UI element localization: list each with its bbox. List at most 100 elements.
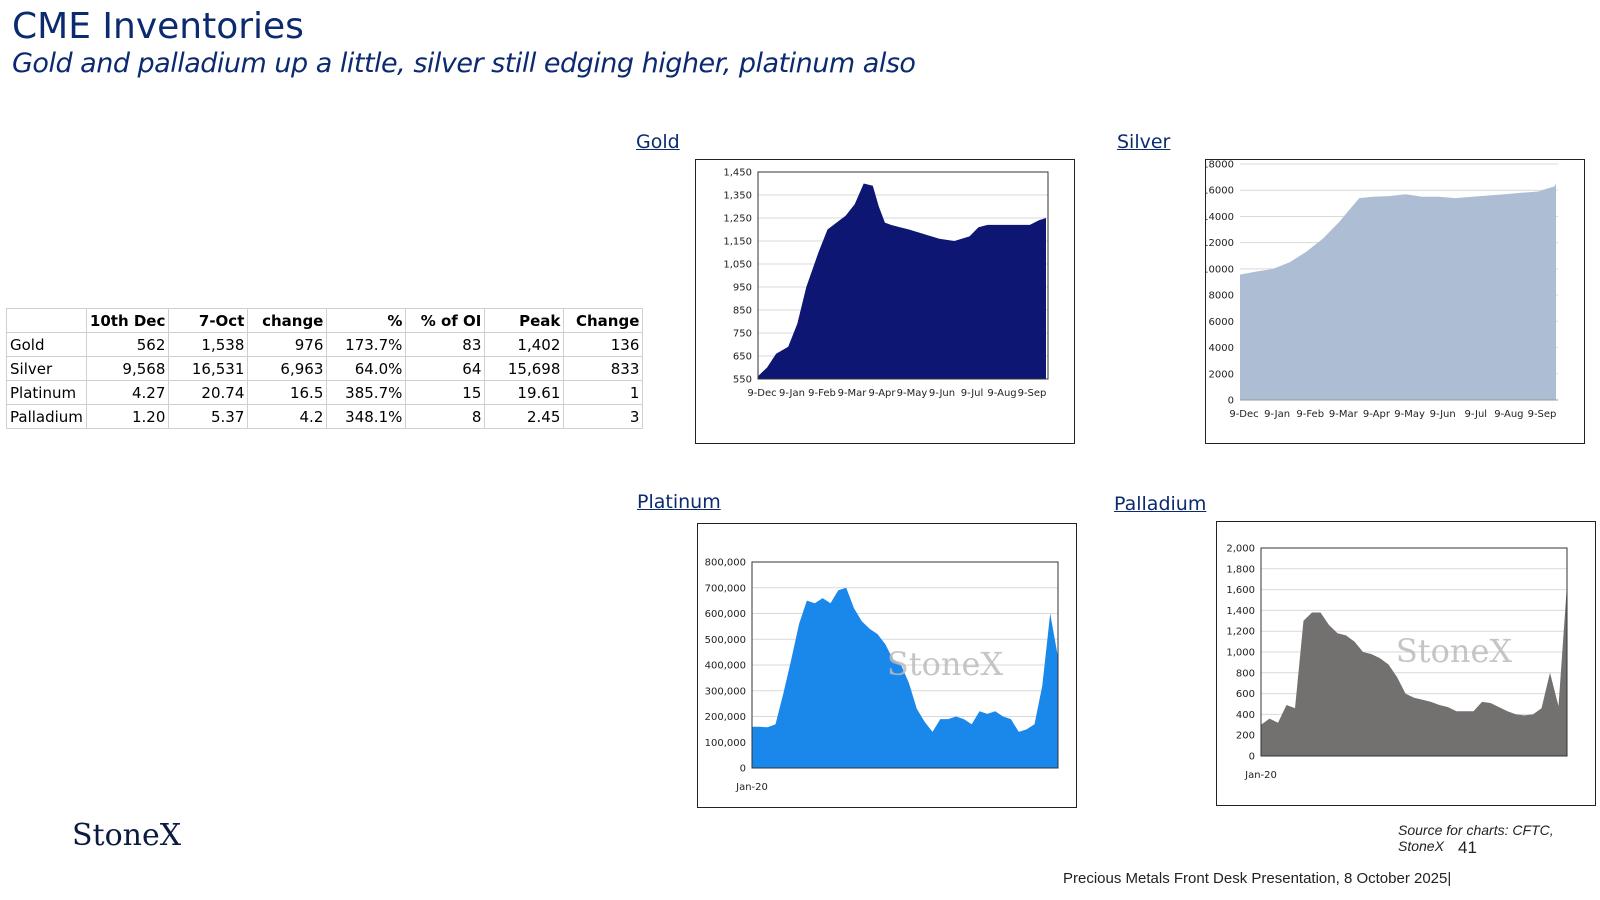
- table-cell: Platinum: [6, 380, 87, 405]
- table-cell: 64.0%: [326, 356, 407, 381]
- platinum-y-tick-label: 700,000: [705, 583, 746, 594]
- palladium-chart-svg: 0 200 400 600 800 1,000 1,200 1,400 1,600 1,800 2,…: [1226, 544, 1568, 781]
- table-cell: 136: [563, 332, 644, 357]
- platinum-y-tick-label: 0: [740, 764, 746, 775]
- palladium-chart: 0 200 400 600 800 1,000 1,200 1,400 1,600 1,800 2,…: [1216, 521, 1596, 806]
- gold-plot-frame: [757, 171, 1049, 380]
- gold-y-tick-label: 1,350: [723, 191, 752, 202]
- silver-x-tick-label: 9-Aug: [1494, 409, 1523, 420]
- page-number: 41: [1458, 838, 1477, 857]
- palladium-y-tick-label: 0: [1249, 752, 1255, 763]
- table-row: Palladium 1.20 5.37 4.2 348.1% 8 2.45 3: [6, 404, 644, 429]
- gold-y-tick-label: 850: [733, 306, 752, 317]
- silver-chart-link[interactable]: Silver: [1117, 131, 1171, 153]
- gold-y-tick-label: 950: [733, 283, 752, 294]
- table-row: Silver 9,568 16,531 6,963 64.0% 64 15,69…: [6, 356, 644, 381]
- silver-y-tick-label: 14000: [1206, 212, 1234, 223]
- gold-x-tick-label: 9-Feb: [808, 388, 836, 399]
- platinum-chart: 0 100,000 200,000 300,000 400,000 500,000 600,…: [697, 523, 1077, 808]
- table-cell: 64: [405, 356, 486, 381]
- stonex-logo: StoneX: [72, 818, 182, 853]
- table-cell: 5.37: [168, 404, 249, 429]
- palladium-y-tick-label: 600: [1236, 689, 1255, 700]
- silver-x-tick-label: 9-Feb: [1296, 409, 1324, 420]
- gold-y-tick-label: 1,250: [723, 214, 752, 225]
- palladium-y-tick-label: 400: [1236, 710, 1255, 721]
- palladium-y-tick-label: 200: [1236, 731, 1255, 742]
- table-cell: 16.5: [247, 380, 328, 405]
- silver-x-tick-label: 9-Jan: [1264, 409, 1290, 420]
- silver-y-tick-label: 4000: [1209, 343, 1234, 354]
- gold-chart-link[interactable]: Gold: [636, 131, 680, 153]
- gold-y-tick-label: 750: [733, 329, 752, 340]
- table-cell: 173.7%: [326, 332, 407, 357]
- gold-x-tick-label: 9-Dec: [747, 388, 776, 399]
- silver-x-tick-label: 9-Jun: [1430, 409, 1456, 420]
- table-cell: Palladium: [6, 404, 87, 429]
- silver-y-tick-label: 12000: [1206, 238, 1234, 249]
- silver-y-tick-label: 18000: [1206, 160, 1234, 171]
- table-cell: 19.61: [484, 380, 565, 405]
- silver-x-tick-label: 9-Mar: [1329, 409, 1359, 420]
- platinum-chart-link[interactable]: Platinum: [637, 491, 721, 513]
- gold-chart: 550 650 750 850 950 1,050 1,150 1,250 1,350 1,450…: [695, 159, 1075, 444]
- table-cell: 4.27: [85, 380, 170, 405]
- palladium-y-tick-label: 1,400: [1226, 606, 1255, 617]
- gold-x-tick-label: 9-Apr: [868, 388, 896, 399]
- gold-x-tick-label: 9-Jun: [929, 388, 955, 399]
- table-cell: 385.7%: [326, 380, 407, 405]
- gold-chart-svg: 550 650 750 850 950 1,050 1,150 1,250 1,350 1,450…: [723, 168, 1049, 399]
- silver-x-tick-label: 9-Apr: [1363, 409, 1391, 420]
- table-cell: 3: [563, 404, 644, 429]
- gold-area-series: [758, 183, 1046, 379]
- gold-x-tick-label: 9-Mar: [838, 388, 868, 399]
- table-cell: 9,568: [85, 356, 170, 381]
- column-header: Change: [563, 308, 644, 333]
- gold-x-tick-label: 9-Jul: [961, 388, 984, 399]
- gold-y-tick-label: 1,450: [723, 168, 752, 179]
- platinum-y-tick-label: 200,000: [705, 712, 746, 723]
- platinum-chart-svg: 0 100,000 200,000 300,000 400,000 500,000 600,…: [705, 558, 1059, 793]
- silver-chart: 0 2000 4000 6000 8000 10000 12000 14000 16000 180…: [1205, 159, 1585, 444]
- silver-y-tick-label: 8000: [1209, 291, 1234, 302]
- palladium-y-tick-label: 1,600: [1226, 585, 1255, 596]
- palladium-plot-frame: [1260, 547, 1568, 757]
- gold-y-tick-label: 1,150: [723, 237, 752, 248]
- table-cell: 2.45: [484, 404, 565, 429]
- palladium-y-tick-label: 1,000: [1226, 648, 1255, 659]
- inventory-table: 10th Dec 7-Oct change % % of OI Peak Cha…: [6, 308, 644, 429]
- column-header: %: [326, 308, 407, 333]
- silver-area-series: [1240, 183, 1556, 400]
- silver-y-tick-label: 10000: [1206, 264, 1234, 275]
- page-subtitle: Gold and palladium up a little, silver s…: [12, 48, 916, 79]
- platinum-plot-frame: [751, 561, 1059, 769]
- palladium-chart-link[interactable]: Palladium: [1114, 493, 1207, 515]
- table-cell: 8: [405, 404, 486, 429]
- palladium-x-tick-label: Jan-20: [1244, 770, 1277, 781]
- table-cell: 15,698: [484, 356, 565, 381]
- silver-y-tick-label: 6000: [1209, 317, 1234, 328]
- table-cell: Gold: [6, 332, 87, 357]
- platinum-y-tick-label: 100,000: [705, 738, 746, 749]
- table-cell: 348.1%: [326, 404, 407, 429]
- palladium-y-tick-label: 1,200: [1226, 627, 1255, 638]
- gold-y-tick-label: 1,050: [723, 260, 752, 271]
- table-cell: Silver: [6, 356, 87, 381]
- gold-y-tick-label: 550: [733, 375, 752, 386]
- source-note: Source for charts: CFTC, StoneX: [1398, 822, 1554, 854]
- silver-x-tick-label: 9-Dec: [1229, 409, 1258, 420]
- table-cell: 976: [247, 332, 328, 357]
- platinum-y-tick-label: 600,000: [705, 609, 746, 620]
- gold-y-tick-label: 650: [733, 352, 752, 363]
- column-header: 7-Oct: [168, 308, 249, 333]
- platinum-y-tick-label: 300,000: [705, 686, 746, 697]
- silver-x-tick-label: 9-Sep: [1528, 409, 1557, 420]
- gold-x-tick-label: 9-May: [897, 388, 928, 399]
- presentation-footer: Precious Metals Front Desk Presentation,…: [1063, 870, 1452, 887]
- page-title: CME Inventories: [12, 6, 304, 47]
- table-cell: 1,538: [168, 332, 249, 357]
- platinum-area-series: [752, 587, 1058, 768]
- table-cell: 1: [563, 380, 644, 405]
- silver-y-tick-label: 16000: [1206, 186, 1234, 197]
- silver-chart-svg: 0 2000 4000 6000 8000 10000 12000 14000 16000 180…: [1206, 160, 1558, 420]
